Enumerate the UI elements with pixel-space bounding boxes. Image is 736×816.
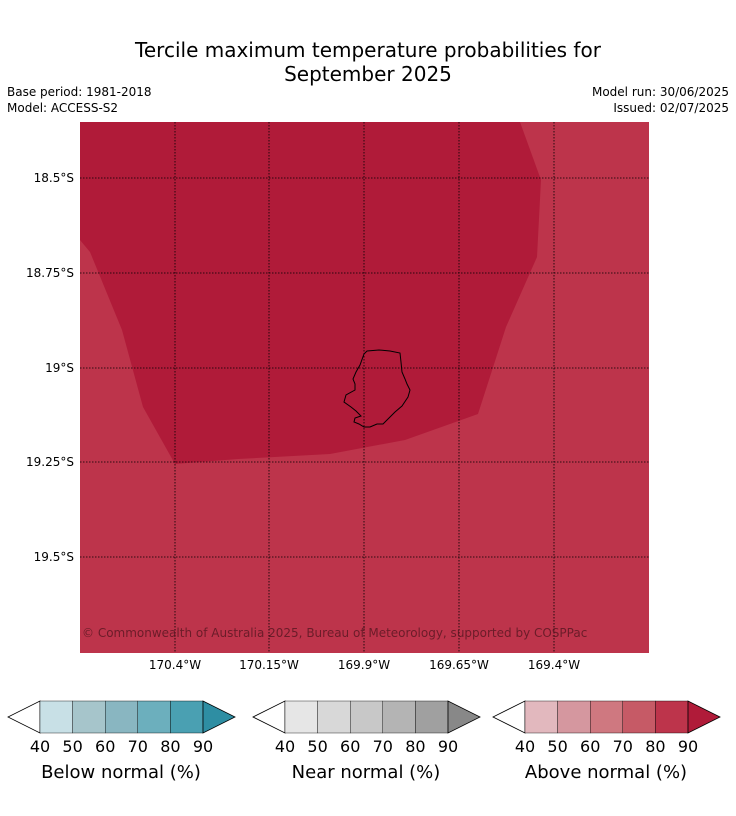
lat-label-19-25: 19.25°S [26, 455, 74, 469]
cbar-below-tick: 70 [127, 737, 148, 756]
cbar-above-tick: 60 [580, 737, 601, 756]
cbar-below-low-extend [7, 700, 41, 734]
colorbar-above-normal [492, 700, 721, 734]
copyright-notice: © Commonwealth of Australia 2025, Bureau… [82, 626, 588, 640]
cbar-below-60-70 [104, 700, 138, 734]
cbar-near-high-extend [447, 700, 481, 734]
lat-label-18-75: 18.75°S [26, 266, 74, 280]
map-title-line1: Tercile maximum temperature probabilitie… [135, 38, 601, 62]
cbar-below-title: Below normal (%) [41, 762, 201, 783]
lon-label-169-4: 169.4°W [527, 658, 581, 672]
model-run: Model run: 30/06/2025 [591, 85, 729, 99]
cbar-above-60-70 [589, 700, 623, 734]
cbar-near-80-90 [415, 700, 449, 734]
model-name: Model: ACCESS-S2 [7, 101, 119, 115]
meta-right: Model run: 30/06/2025 Issued: 02/07/2025 [592, 84, 729, 116]
lon-label-170-15: 170.15°W [239, 658, 299, 672]
lat-label-19: 19°S [45, 361, 74, 375]
cbar-near-50-60 [317, 700, 351, 734]
niue-coastline [343, 349, 411, 428]
cbar-above-tick: 70 [612, 737, 633, 756]
cbar-near-tick: 50 [307, 737, 328, 756]
cbar-below-tick: 90 [192, 737, 214, 756]
colorbar-below-normal [7, 700, 236, 734]
gridlines [80, 122, 649, 653]
cbar-near-title: Near normal (%) [291, 762, 441, 783]
cbar-below-tick: 40 [29, 737, 51, 756]
cbar-near-tick: 90 [437, 737, 459, 756]
cbar-above-tick: 80 [645, 737, 666, 756]
issued-date: Issued: 02/07/2025 [613, 101, 729, 115]
cbar-near-70-80 [382, 700, 416, 734]
colorbar-near-normal [252, 700, 481, 734]
meta-left: Base period: 1981-2018 Model: ACCESS-S2 [7, 84, 152, 116]
cbar-near-40-50 [284, 700, 318, 734]
cbar-below-tick: 50 [62, 737, 83, 756]
cbar-above-40-50 [524, 700, 558, 734]
cbar-near-tick: 80 [405, 737, 426, 756]
cbar-near-60-70 [349, 700, 383, 734]
lat-label-18-5: 18.5°S [33, 171, 74, 185]
cbar-above-tick: 90 [677, 737, 699, 756]
map-title: Tercile maximum temperature probabilitie… [0, 38, 736, 86]
cbar-above-high-extend [687, 700, 721, 734]
cbar-above-80-90 [655, 700, 689, 734]
cbar-below-tick: 60 [95, 737, 116, 756]
lat-label-19-5: 19.5°S [33, 550, 74, 564]
cbar-above-tick: 50 [547, 737, 568, 756]
cbar-below-50-60 [72, 700, 106, 734]
cbar-above-title: Above normal (%) [524, 762, 688, 783]
cbar-near-tick: 70 [372, 737, 393, 756]
map-title-line2: September 2025 [284, 62, 452, 86]
cbar-below-40-50 [39, 700, 73, 734]
cbar-near-tick: 40 [274, 737, 296, 756]
cbar-below-tick: 80 [160, 737, 181, 756]
lon-label-169-9: 169.9°W [337, 658, 391, 672]
above-90-plus-region [80, 122, 541, 464]
cbar-below-80-90 [170, 700, 204, 734]
lon-label-169-65: 169.65°W [429, 658, 489, 672]
cbar-above-tick: 40 [514, 737, 536, 756]
cbar-above-70-80 [622, 700, 656, 734]
cbar-near-tick: 60 [340, 737, 361, 756]
cbar-above-low-extend [492, 700, 526, 734]
cbar-near-low-extend [252, 700, 286, 734]
cbar-above-50-60 [557, 700, 591, 734]
base-period: Base period: 1981-2018 [7, 85, 152, 99]
cbar-below-70-80 [137, 700, 171, 734]
cbar-below-high-extend [202, 700, 236, 734]
map-panel [80, 122, 649, 653]
lon-label-170-4: 170.4°W [148, 658, 202, 672]
